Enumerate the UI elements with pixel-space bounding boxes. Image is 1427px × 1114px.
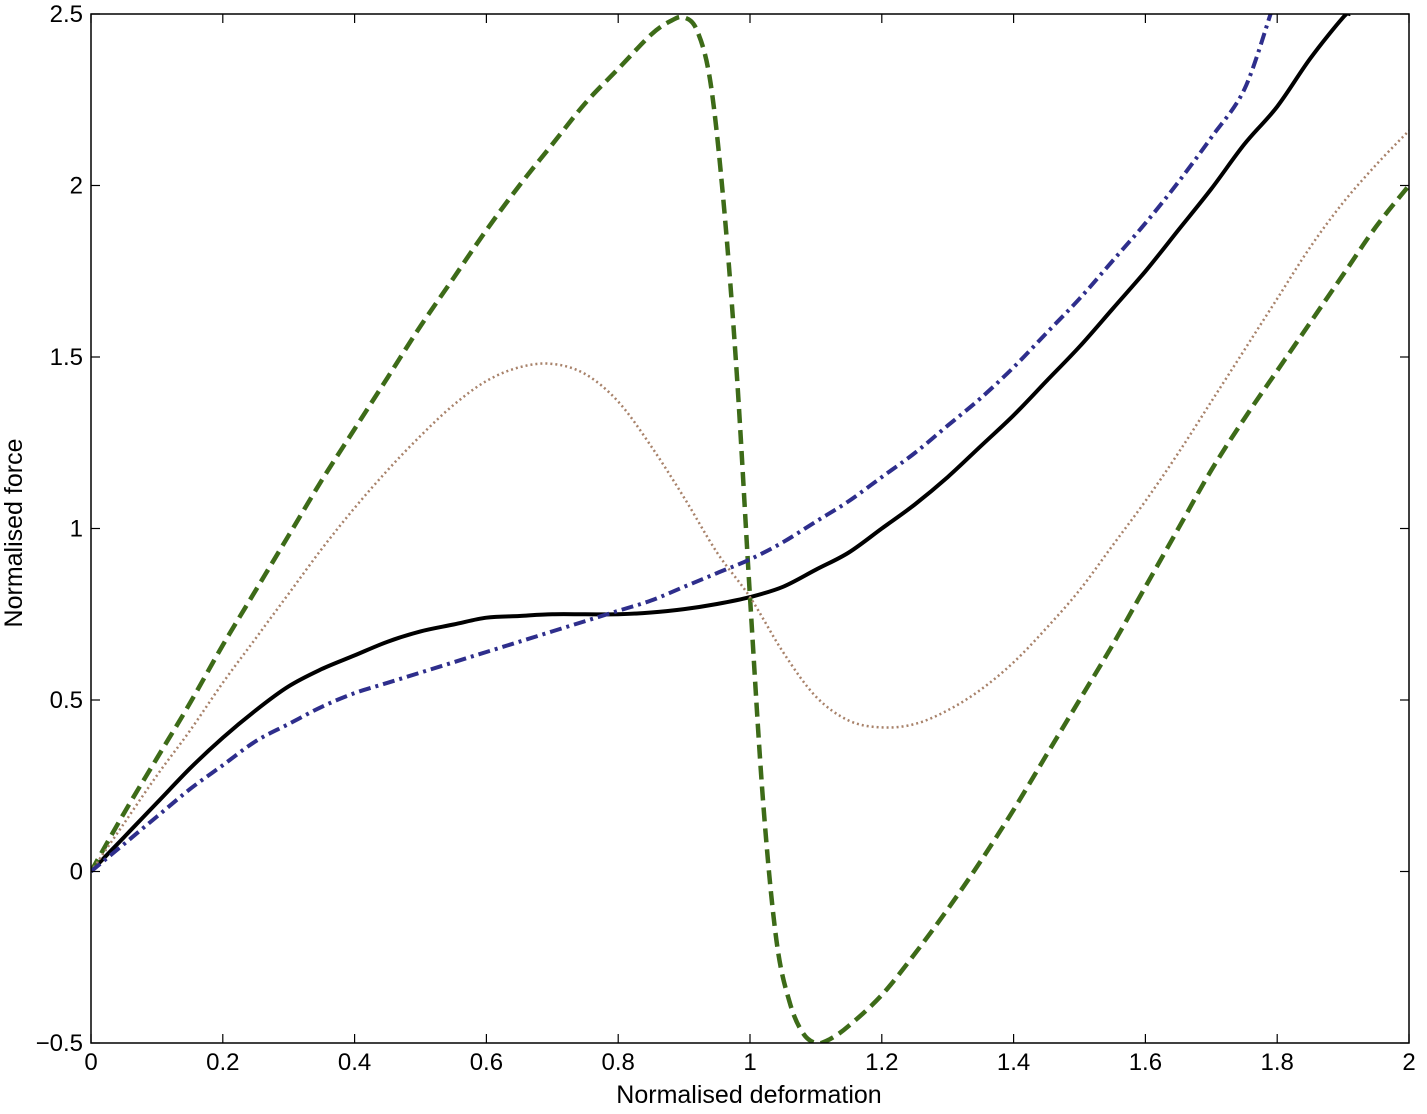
x-tick-label: 1 [743,1049,756,1076]
x-tick-label: 2 [1402,1049,1415,1076]
x-tick-label: 1.2 [865,1049,898,1076]
series-line-dashed [91,14,1409,1043]
y-tick-label: 1.5 [50,344,83,371]
x-tick-label: 1.4 [997,1049,1030,1076]
y-tick-label: 0 [70,859,83,886]
y-tick-label: 2.5 [50,1,83,28]
x-tick-label: 0.4 [338,1049,371,1076]
y-tick-label: −0.5 [36,1030,83,1057]
x-tick-label: 0.2 [206,1049,239,1076]
y-tick-label: 1 [70,516,83,543]
x-tick-label: 0 [84,1049,97,1076]
series-line-dotted [91,129,1409,873]
series-line-dash-dot [91,14,1273,874]
x-tick-label: 0.6 [470,1049,503,1076]
x-axis-label: Normalised deformation [616,1081,881,1109]
x-tick-label: 1.8 [1261,1049,1294,1076]
x-tick-label: 1.6 [1129,1049,1162,1076]
y-tick-label: 2 [70,173,83,200]
y-tick-label: 0.5 [50,687,83,714]
tick-layer: 0 0.2 0.4 0.6 0.8 1 1.2 1.4 1.6 1.8 2−0.500.511.52… [36,1,1416,1076]
x-tick-label: 0.8 [602,1049,635,1076]
y-axis-label: Normalised force [0,439,28,628]
series-line-solid [91,14,1352,873]
series-layer [91,14,1409,1043]
